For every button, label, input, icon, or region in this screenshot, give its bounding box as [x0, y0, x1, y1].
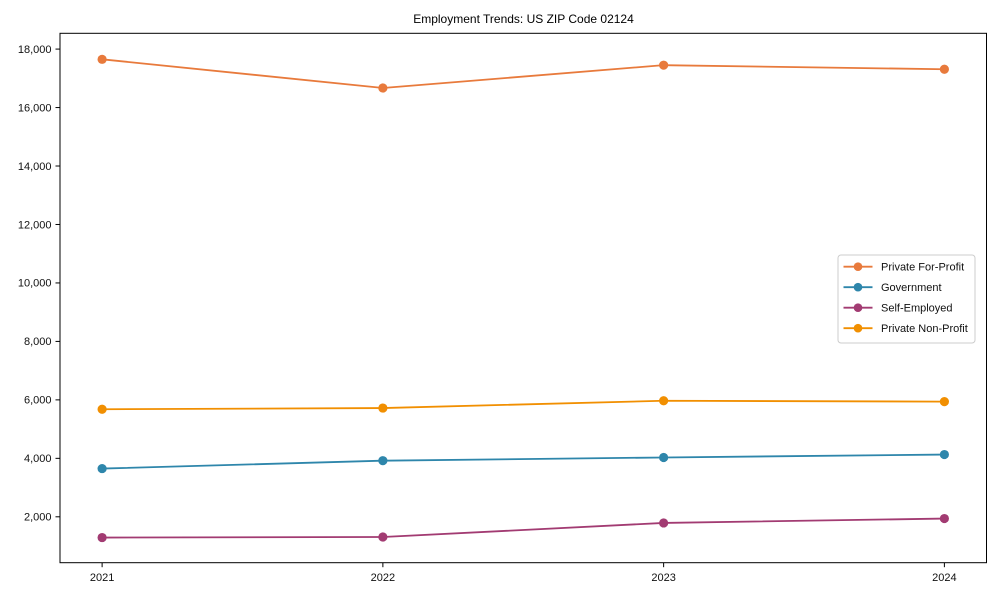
data-point-self-employed — [659, 518, 669, 528]
y-axis-tick-label: 16,000 — [18, 102, 52, 114]
legend-item-label: Self-Employed — [881, 303, 953, 315]
data-point-government — [378, 456, 388, 466]
y-axis-tick-label: 12,000 — [18, 219, 52, 231]
legend-marker-private-for-profit — [853, 262, 863, 272]
y-axis-tick-label: 4,000 — [24, 453, 52, 465]
data-point-self-employed — [378, 532, 388, 542]
data-point-private-non-profit — [378, 403, 388, 413]
data-point-private-non-profit — [659, 396, 669, 406]
data-point-private-non-profit — [97, 404, 107, 414]
x-axis-tick-label: 2021 — [90, 572, 114, 584]
chart-title: Employment Trends: US ZIP Code 02124 — [413, 12, 634, 26]
y-axis-tick-label: 8,000 — [24, 336, 52, 348]
series-line-government — [101, 453, 946, 470]
series-line-self-employed — [101, 517, 946, 539]
y-axis-tick-label: 2,000 — [24, 512, 52, 524]
legend-marker-private-non-profit — [853, 323, 863, 333]
data-point-private-non-profit — [939, 397, 949, 407]
y-axis-tick-label: 6,000 — [24, 395, 52, 407]
y-axis-tick-label: 14,000 — [18, 161, 52, 173]
legend-box — [837, 254, 976, 344]
data-point-self-employed — [97, 532, 107, 543]
legend-marker-self-employed — [853, 303, 863, 313]
data-point-government — [939, 449, 949, 460]
y-axis-tick-label: 18,000 — [18, 44, 52, 56]
data-point-private-for-profit — [659, 60, 669, 70]
legend-item-label: Private For-Profit — [881, 262, 964, 274]
x-axis-tick-label: 2024 — [932, 572, 956, 584]
x-axis-tick-label: 2023 — [651, 572, 675, 584]
legend-item-label: Government — [881, 282, 942, 294]
x-axis-tick-label: 2022 — [371, 572, 395, 584]
plot-border — [59, 32, 987, 564]
legend-marker-government — [853, 282, 863, 292]
data-point-private-for-profit — [97, 54, 107, 64]
y-axis-tick-label: 10,000 — [18, 278, 52, 290]
series-line-private-for-profit — [101, 58, 946, 89]
data-point-private-for-profit — [939, 64, 949, 74]
data-point-private-for-profit — [378, 83, 388, 93]
data-point-government — [659, 452, 669, 463]
data-point-government — [97, 463, 107, 474]
legend-item-label: Private Non-Profit — [881, 323, 968, 335]
series-line-private-non-profit — [101, 399, 946, 411]
data-point-self-employed — [939, 513, 949, 524]
